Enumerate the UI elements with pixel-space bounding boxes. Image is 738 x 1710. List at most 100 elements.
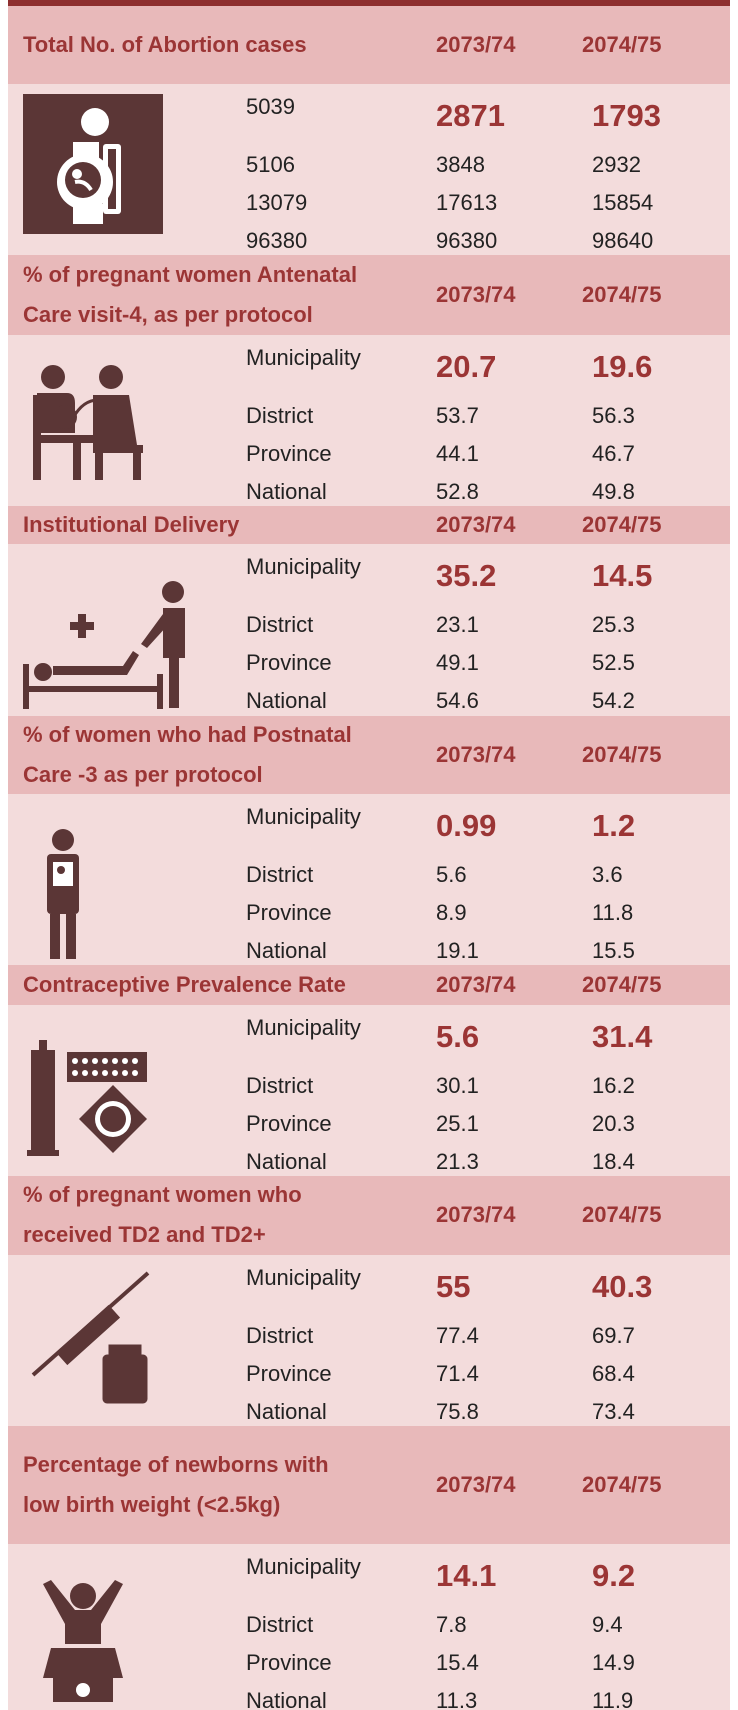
icon	[23, 574, 223, 719]
value-cell: 14.9	[592, 1649, 635, 1675]
value-cell: 1793	[592, 98, 661, 134]
value-cell: 71.4	[436, 1361, 479, 1387]
row-label: Province	[246, 649, 332, 675]
row-label: Province	[246, 900, 332, 926]
value-cell: 3848	[436, 152, 485, 178]
top-bar	[8, 0, 730, 7]
value-cell: 53.7	[436, 402, 479, 428]
row-label: Province	[246, 1649, 332, 1675]
column-header: 2074/75	[582, 32, 662, 58]
section-header: Percentage of newborns with low birth wei…	[8, 1426, 730, 1544]
row-label: District	[246, 611, 314, 637]
title-line: Total No. of Abortion cases	[23, 32, 307, 58]
value-cell: 96380	[436, 228, 498, 254]
section-title: Total No. of Abortion cases	[23, 6, 307, 84]
row-label: 5039	[246, 94, 295, 120]
value-cell: 11.3	[436, 1687, 478, 1710]
section-body: Municipality 35.2 14.5 District 23.1 25.3 Prov…	[8, 543, 730, 719]
value-cell: 8.9	[436, 900, 467, 926]
value-cell: 9.2	[592, 1557, 636, 1593]
icon	[23, 1574, 143, 1709]
row-label: National	[246, 938, 327, 964]
value-cell: 98640	[592, 228, 654, 254]
value-cell: 11.8	[592, 900, 634, 926]
title-line: Care visit-4, as per protocol	[23, 302, 313, 328]
value-cell: 9.4	[592, 1611, 623, 1637]
value-cell: 18.4	[592, 1148, 635, 1174]
row-label: National	[246, 1687, 327, 1710]
value-cell: 19.6	[592, 348, 653, 384]
value-cell: 3.6	[592, 862, 623, 888]
value-cell: 77.4	[436, 1323, 479, 1349]
value-cell: 25.1	[436, 1110, 479, 1136]
column-header: 2073/74	[436, 972, 516, 997]
title-line: Care -3 as per protocol	[23, 762, 263, 788]
value-cell: 69.7	[592, 1323, 635, 1349]
section-title: % of women who had Postnatal Care -3 as p…	[23, 716, 352, 794]
title-line: % of pregnant women Antenatal	[23, 262, 358, 288]
icon	[23, 1030, 183, 1165]
value-cell: 25.3	[592, 611, 635, 637]
row-label: Municipality	[246, 1553, 361, 1579]
section-header: % of pregnant women who received TD2 and …	[8, 1175, 730, 1256]
value-cell: 23.1	[436, 611, 479, 637]
value-cell: 49.1	[436, 649, 479, 675]
title-line: Percentage of newborns with	[23, 1451, 329, 1477]
icon	[23, 355, 153, 490]
title-line: Contraceptive Prevalence Rate	[23, 972, 346, 998]
value-cell: 11.9	[592, 1687, 634, 1710]
section-body: 5039 2871 1793 5106 3848 2932 13079 17613 15854 9…	[8, 84, 730, 256]
value-cell: 5.6	[436, 1018, 480, 1054]
column-header: 2074/75	[582, 282, 662, 308]
value-cell: 20.7	[436, 348, 497, 384]
value-cell: 52.5	[592, 649, 635, 675]
section-title: Contraceptive Prevalence Rate	[23, 965, 346, 1004]
row-label: Municipality	[246, 1014, 361, 1040]
column-header: 2073/74	[436, 511, 516, 537]
section-title: Institutional Delivery	[23, 506, 239, 544]
value-cell: 14.5	[592, 557, 653, 593]
value-cell: 46.7	[592, 440, 635, 466]
column-header: 2074/75	[582, 742, 662, 768]
value-cell: 56.3	[592, 402, 635, 428]
section-header: % of pregnant women Antenatal Care visit-…	[8, 255, 730, 335]
row-label: National	[246, 478, 327, 504]
section-header: Contraceptive Prevalence Rate 2073/74 2074…	[8, 965, 730, 1005]
value-cell: 16.2	[592, 1072, 635, 1098]
row-label: Province	[246, 1110, 332, 1136]
title-line: % of pregnant women who	[23, 1182, 302, 1208]
icon	[23, 1265, 163, 1410]
section-header: % of women who had Postnatal Care -3 as p…	[8, 716, 730, 795]
value-cell: 2871	[436, 98, 505, 134]
row-label: District	[246, 1611, 314, 1637]
row-label: National	[246, 1399, 327, 1425]
value-cell: 54.6	[436, 687, 479, 713]
row-label: Municipality	[246, 344, 361, 370]
row-label: District	[246, 402, 314, 428]
value-cell: 75.8	[436, 1399, 479, 1425]
section-body: Municipality 20.7 19.6 District 53.7 56.3 Prov…	[8, 334, 730, 506]
row-label: National	[246, 1148, 327, 1174]
value-cell: 20.3	[592, 1110, 635, 1136]
section-body: Municipality 14.1 9.2 District 7.8 9.4 Provinc…	[8, 1543, 730, 1710]
title-line: % of women who had Postnatal	[23, 722, 352, 748]
value-cell: 15.4	[436, 1649, 479, 1675]
section-title: Percentage of newborns with low birth wei…	[23, 1426, 329, 1544]
column-header: 2073/74	[436, 32, 516, 58]
row-label: 5106	[246, 152, 295, 178]
value-cell: 52.8	[436, 478, 479, 504]
row-label: District	[246, 1323, 314, 1349]
value-cell: 5.6	[436, 862, 467, 888]
row-label: District	[246, 862, 314, 888]
title-line: low birth weight (<2.5kg)	[23, 1491, 281, 1517]
row-label: 13079	[246, 190, 308, 216]
section-body: Municipality 5.6 31.4 District 30.1 16.2 Provi…	[8, 1004, 730, 1176]
section-body: Municipality 0.99 1.2 District 5.6 3.6 Provinc…	[8, 794, 730, 966]
icon	[23, 824, 103, 969]
value-cell: 68.4	[592, 1361, 635, 1387]
value-cell: 40.3	[592, 1269, 653, 1305]
section-title: % of pregnant women who received TD2 and …	[23, 1176, 302, 1255]
column-header: 2073/74	[436, 282, 516, 308]
value-cell: 2932	[592, 152, 641, 178]
section-title: % of pregnant women Antenatal Care visit-…	[23, 255, 357, 334]
